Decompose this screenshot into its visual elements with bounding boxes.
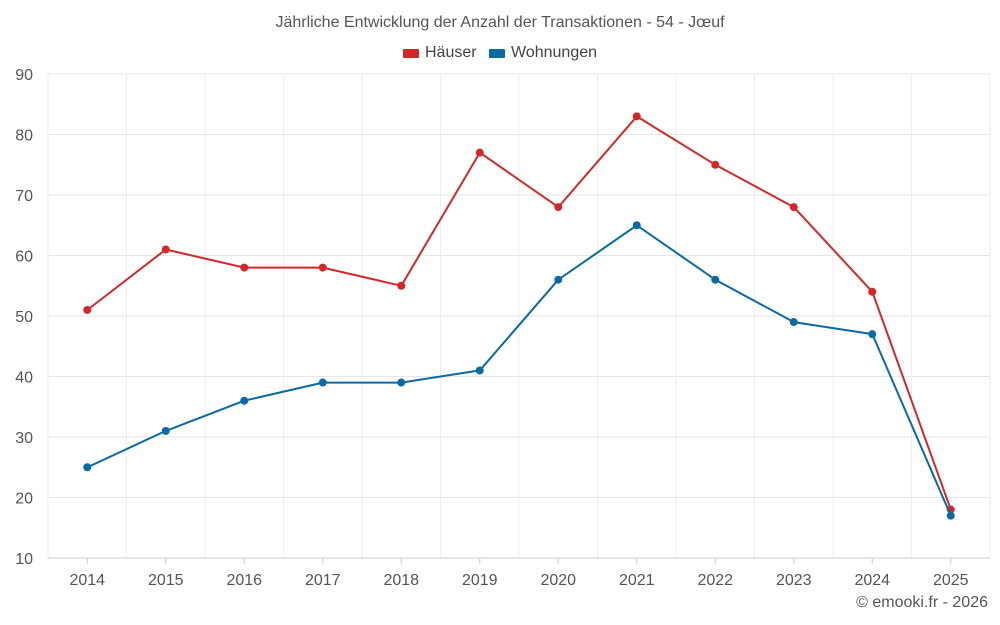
- data-point-wohnungen: [240, 396, 249, 405]
- series-line-wohnungen: [86, 224, 952, 516]
- x-tick-label: 2024: [854, 572, 890, 589]
- grid: [47, 73, 991, 559]
- data-point-haeuser: [318, 263, 327, 272]
- legend-swatch-haeuser: [402, 48, 419, 58]
- x-tick-label: 2022: [697, 572, 733, 589]
- data-point-wohnungen: [83, 463, 92, 472]
- data-point-haeuser: [789, 203, 798, 212]
- x-tick-label: 2021: [619, 572, 655, 589]
- y-tick-label: 30: [15, 430, 33, 447]
- x-tick-label: 2023: [776, 572, 812, 589]
- data-point-haeuser: [240, 263, 249, 272]
- data-point-haeuser: [711, 160, 720, 169]
- data-point-haeuser: [83, 305, 92, 314]
- data-point-wohnungen: [161, 426, 170, 435]
- x-tick-label: 2015: [148, 572, 184, 589]
- y-tick-label: 60: [15, 249, 33, 266]
- y-tick-label: 80: [15, 128, 33, 145]
- data-point-wohnungen: [318, 378, 327, 387]
- chart-title: Jährliche Entwicklung der Anzahl der Tra…: [275, 14, 725, 31]
- data-point-wohnungen: [632, 221, 641, 230]
- data-point-haeuser: [161, 245, 170, 254]
- data-point-haeuser: [632, 112, 641, 121]
- data-point-wohnungen: [789, 318, 798, 327]
- legend-swatch-wohnungen: [489, 48, 506, 58]
- data-point-haeuser: [397, 281, 406, 290]
- y-tick-label: 10: [15, 551, 33, 568]
- data-point-haeuser: [868, 287, 877, 296]
- legend-item-wohnungen[interactable]: Wohnungen: [489, 44, 597, 62]
- legend: Häuser Wohnungen: [0, 44, 1000, 63]
- y-tick-label: 40: [15, 370, 33, 387]
- legend-label-wohnungen: Wohnungen: [511, 44, 598, 61]
- x-tick-label: 2017: [305, 572, 341, 589]
- x-tick-label: 2016: [226, 572, 262, 589]
- x-tick-label: 2014: [69, 572, 105, 589]
- data-point-wohnungen: [475, 366, 484, 375]
- x-tick-label: 2025: [933, 572, 969, 589]
- data-point-wohnungen: [711, 275, 720, 284]
- data-point-wohnungen: [946, 511, 955, 520]
- legend-label-haeuser: Häuser: [424, 44, 477, 61]
- credit-text: © emooki.fr - 2026: [856, 594, 988, 611]
- y-tick-label: 20: [15, 491, 33, 508]
- y-tick-label: 50: [15, 309, 33, 326]
- series-line-haeuser: [86, 115, 952, 510]
- y-tick-label: 90: [15, 67, 33, 84]
- data-point-haeuser: [475, 148, 484, 157]
- y-tick-label: 70: [15, 188, 33, 205]
- data-point-haeuser: [554, 203, 563, 212]
- x-tick-label: 2018: [383, 572, 419, 589]
- axes: 10 20 30 40 50 60 70 80 90 2014 2015 2016 2017 2018 20…: [15, 67, 990, 589]
- data-point-wohnungen: [868, 330, 877, 339]
- data-point-wohnungen: [397, 378, 406, 387]
- legend-item-haeuser[interactable]: Häuser: [402, 44, 477, 62]
- x-tick-label: 2020: [540, 572, 576, 589]
- x-tick-label: 2019: [462, 572, 498, 589]
- data-point-wohnungen: [554, 275, 563, 284]
- series-layer: [83, 112, 955, 520]
